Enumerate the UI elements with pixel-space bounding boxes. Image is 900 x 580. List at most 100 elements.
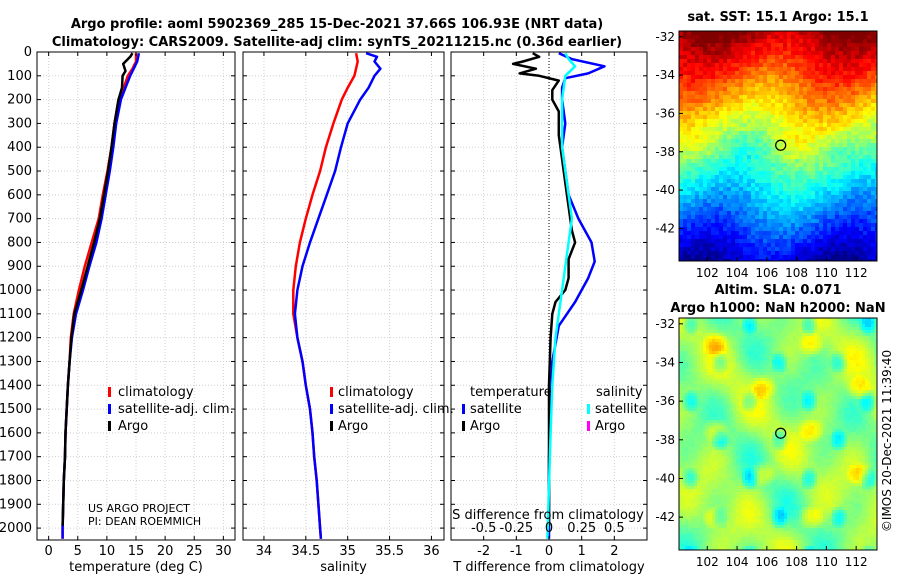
map-cell <box>843 43 848 48</box>
map-cell <box>747 227 752 232</box>
map-cell <box>867 175 872 180</box>
map-cell <box>703 63 708 68</box>
map-cell <box>695 131 700 136</box>
map-cell <box>815 71 820 76</box>
map-cell <box>863 111 868 116</box>
map-cell <box>767 151 772 156</box>
map-cell <box>867 231 872 236</box>
map-cell <box>867 43 872 48</box>
map-cell <box>831 135 836 140</box>
map-cell <box>707 59 712 64</box>
map-cell <box>712 396 716 400</box>
map-cell <box>706 345 710 349</box>
map-cell <box>775 67 780 72</box>
map-cell <box>831 131 836 136</box>
map-cell <box>757 330 761 334</box>
map-cell <box>851 43 856 48</box>
map-cell <box>691 387 695 391</box>
map-cell <box>791 115 796 120</box>
map-cell <box>803 143 808 148</box>
map-cell <box>718 327 722 331</box>
map-cell <box>831 251 836 256</box>
map-cell <box>793 384 797 388</box>
map-cell <box>736 330 740 334</box>
map-cell <box>687 251 692 256</box>
map-cell <box>707 163 712 168</box>
map-cell <box>835 75 840 80</box>
map-cell <box>767 167 772 172</box>
map-cell <box>709 321 713 325</box>
map-cell <box>747 63 752 68</box>
map-cell <box>783 243 788 248</box>
map-cell <box>832 342 836 346</box>
map-cell <box>807 39 812 44</box>
map-cell <box>855 171 860 176</box>
map-cell <box>763 43 768 48</box>
map-cell <box>739 183 744 188</box>
map-cell <box>719 107 724 112</box>
map-cell <box>783 59 788 64</box>
map-cell <box>715 321 719 325</box>
map-cell <box>819 91 824 96</box>
map-cell <box>703 396 707 400</box>
map-cell <box>851 155 856 160</box>
map-cell <box>775 378 779 382</box>
map-cell <box>815 247 820 252</box>
map-cell <box>727 103 732 108</box>
map-cell <box>865 393 869 397</box>
map-cell <box>711 203 716 208</box>
map-cell <box>751 155 756 160</box>
map-cell <box>790 369 794 373</box>
map-cell <box>814 369 818 373</box>
map-cell <box>855 99 860 104</box>
map-cell <box>703 351 707 355</box>
map-cell <box>862 387 866 391</box>
map-cell <box>875 223 878 228</box>
map-cell <box>820 363 824 367</box>
map-cell <box>791 155 796 160</box>
map-cell <box>703 143 708 148</box>
map-cell <box>808 381 812 385</box>
map-cell <box>835 369 839 373</box>
map-cell <box>793 324 797 328</box>
map-cell <box>703 151 708 156</box>
map-cell <box>847 111 852 116</box>
map-cell <box>803 163 808 168</box>
map-cell <box>787 83 792 88</box>
map-cell <box>831 155 836 160</box>
map-cell <box>793 372 797 376</box>
map-cell <box>820 348 824 352</box>
map-cell <box>719 203 724 208</box>
map-cell <box>795 227 800 232</box>
map-cell <box>791 171 796 176</box>
map-cell <box>814 393 818 397</box>
map-cell <box>850 324 854 328</box>
map-cell <box>799 119 804 124</box>
map-cell <box>829 318 833 322</box>
map-cell <box>759 203 764 208</box>
map-cell <box>688 384 692 388</box>
map-cell <box>697 384 701 388</box>
map-cell <box>811 191 816 196</box>
map-cell <box>679 357 683 361</box>
map-cell <box>847 203 852 208</box>
map-cell <box>835 187 840 192</box>
map-cell <box>815 67 820 72</box>
map-cell <box>747 51 752 56</box>
map-cell <box>733 333 737 337</box>
map-cell <box>767 115 772 120</box>
map-cell <box>831 191 836 196</box>
map-cell <box>695 59 700 64</box>
map-cell <box>747 195 752 200</box>
map-cell <box>795 51 800 56</box>
map-cell <box>694 351 698 355</box>
map-cell <box>859 333 863 337</box>
map-cell <box>775 227 780 232</box>
x-tick-label: 35 <box>339 544 356 559</box>
map-cell <box>796 369 800 373</box>
map-cell <box>829 351 833 355</box>
map-cell <box>727 115 732 120</box>
map-cell <box>799 191 804 196</box>
map-cell <box>826 384 830 388</box>
map-cell <box>859 345 863 349</box>
